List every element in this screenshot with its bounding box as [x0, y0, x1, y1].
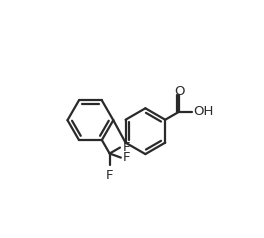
- Text: F: F: [122, 140, 130, 154]
- Text: OH: OH: [193, 105, 213, 119]
- Text: F: F: [106, 169, 114, 182]
- Text: F: F: [123, 151, 131, 164]
- Text: O: O: [174, 85, 184, 98]
